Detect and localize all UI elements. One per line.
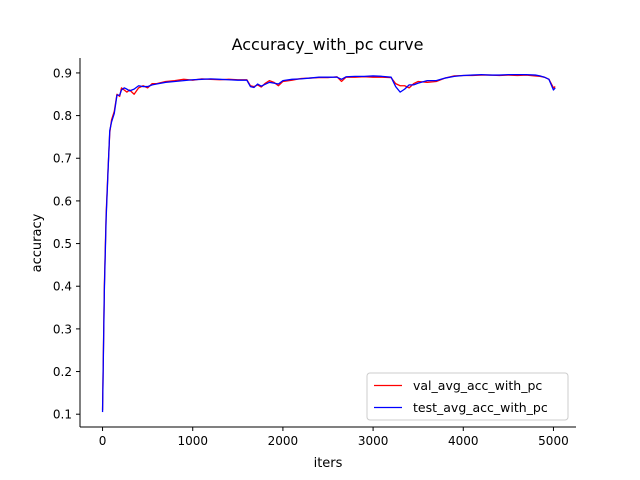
x-tick-label: 1000	[177, 434, 208, 448]
y-tick-label: 0.5	[53, 237, 72, 251]
y-tick-label: 0.4	[53, 280, 72, 294]
series-line-val_avg_acc_with_pc	[101, 74, 556, 410]
x-tick-label: 0	[99, 434, 107, 448]
y-tick-label: 0.9	[53, 66, 72, 80]
y-tick-label: 0.6	[53, 194, 72, 208]
y-tick-label: 0.1	[53, 408, 72, 422]
y-axis-label: accuracy	[30, 213, 45, 272]
chart-title: Accuracy_with_pc curve	[232, 35, 424, 55]
x-axis: 0 1000 2000 3000 4000 5000	[80, 426, 576, 448]
legend: val_avg_acc_with_pc test_avg_acc_with_pc	[366, 372, 569, 421]
plot-area	[101, 73, 556, 413]
legend-label-test: test_avg_acc_with_pc	[413, 400, 548, 415]
y-axis: 0.1 0.2 0.3 0.4 0.5 0.6 0.7 0.8 0.9	[53, 58, 81, 427]
y-tick-label: 0.8	[53, 109, 72, 123]
x-tick-label: 4000	[448, 434, 479, 448]
y-tick-label: 0.2	[53, 365, 72, 379]
x-tick-label: 2000	[268, 434, 299, 448]
series-line-test_avg_acc_with_pc	[101, 73, 556, 413]
y-tick-label: 0.3	[53, 322, 72, 336]
y-tick-label: 0.7	[53, 152, 72, 166]
legend-box	[366, 372, 569, 421]
legend-label-val: val_avg_acc_with_pc	[413, 378, 542, 393]
x-tick-label: 3000	[358, 434, 389, 448]
x-axis-label: iters	[314, 456, 343, 471]
x-tick-label: 5000	[538, 434, 569, 448]
